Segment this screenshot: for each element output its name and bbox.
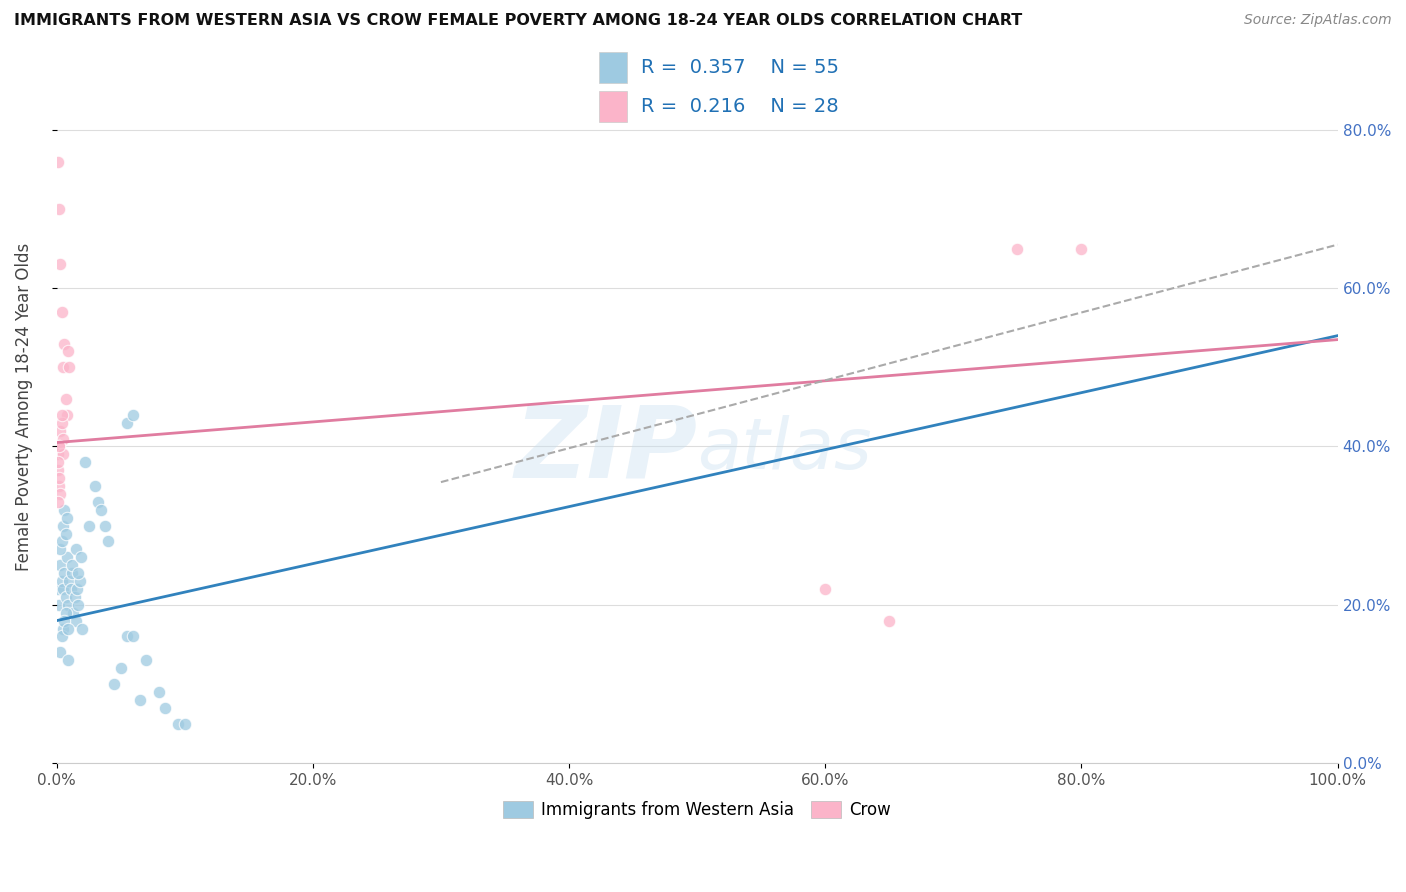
Point (56, 344, 79, 359)
Text: R =  0.357    N = 55: R = 0.357 N = 55 (641, 58, 839, 77)
Point (128, 693, 150, 707)
Point (55, 392, 77, 406)
Point (51, 574, 73, 588)
Point (51, 630, 73, 644)
Point (46, 463, 69, 477)
Point (60, 558, 83, 573)
Point (56, 653, 79, 667)
Point (70, 550, 93, 565)
Point (65, 542, 87, 557)
Point (52, 582, 75, 596)
Point (46, 455, 69, 469)
Point (58, 574, 80, 588)
Point (103, 677, 125, 691)
Point (90, 503, 112, 517)
Point (49, 645, 72, 659)
Point (67, 566, 90, 581)
Point (73, 455, 96, 469)
Point (1007, 242, 1029, 256)
Text: Source: ZipAtlas.com: Source: ZipAtlas.com (1244, 13, 1392, 28)
Point (59, 582, 82, 596)
Point (60, 566, 83, 581)
Point (51, 305, 73, 319)
Point (56, 550, 79, 565)
Point (49, 542, 72, 557)
Point (53, 336, 76, 351)
Point (167, 716, 190, 731)
Point (49, 558, 72, 573)
Point (110, 661, 132, 675)
Point (86, 495, 108, 509)
Point (94, 518, 117, 533)
Y-axis label: Female Poverty Among 18-24 Year Olds: Female Poverty Among 18-24 Year Olds (15, 243, 32, 571)
Point (52, 518, 75, 533)
Point (55, 606, 77, 620)
Point (46, 582, 69, 596)
Point (65, 614, 87, 628)
Point (51, 534, 73, 549)
Point (53, 503, 76, 517)
Point (63, 590, 86, 604)
Point (52, 432, 75, 446)
Point (84, 479, 107, 493)
Point (70, 622, 93, 636)
Point (48, 202, 70, 216)
Point (51, 408, 73, 422)
Point (46, 495, 69, 509)
Point (49, 487, 72, 501)
Point (48, 471, 70, 485)
Point (49, 257, 72, 271)
FancyBboxPatch shape (599, 53, 627, 83)
Point (56, 408, 79, 422)
Text: atlas: atlas (697, 415, 872, 484)
Point (56, 598, 79, 612)
Point (135, 653, 157, 667)
Point (48, 598, 70, 612)
Text: IMMIGRANTS FROM WESTERN ASIA VS CROW FEMALE POVERTY AMONG 18-24 YEAR OLDS CORREL: IMMIGRANTS FROM WESTERN ASIA VS CROW FEM… (14, 13, 1022, 29)
Point (53, 566, 76, 581)
Point (55, 590, 77, 604)
Point (148, 685, 170, 699)
Point (48, 440, 70, 454)
Point (58, 360, 80, 375)
FancyBboxPatch shape (599, 91, 627, 121)
Point (46, 154, 69, 169)
Point (66, 582, 89, 596)
Point (51, 416, 73, 430)
Point (55, 526, 77, 541)
Text: ZIP: ZIP (515, 401, 697, 498)
Point (69, 574, 91, 588)
Point (53, 614, 76, 628)
Point (77, 518, 100, 533)
Point (56, 622, 79, 636)
Point (56, 510, 79, 524)
Point (173, 716, 195, 731)
Point (814, 582, 837, 596)
Legend: Immigrants from Western Asia, Crow: Immigrants from Western Asia, Crow (496, 795, 898, 826)
Point (155, 700, 177, 714)
Point (52, 447, 75, 461)
Point (877, 614, 900, 628)
Point (49, 424, 72, 438)
Point (52, 360, 75, 375)
Point (122, 408, 145, 422)
Point (48, 479, 70, 493)
Point (46, 447, 69, 461)
Point (52, 622, 75, 636)
Point (48, 440, 70, 454)
Point (115, 630, 138, 644)
Point (122, 630, 145, 644)
Point (115, 416, 138, 430)
Point (67, 598, 90, 612)
Text: R =  0.216    N = 28: R = 0.216 N = 28 (641, 97, 839, 116)
Point (62, 606, 84, 620)
Point (97, 534, 120, 549)
Point (1070, 242, 1092, 256)
